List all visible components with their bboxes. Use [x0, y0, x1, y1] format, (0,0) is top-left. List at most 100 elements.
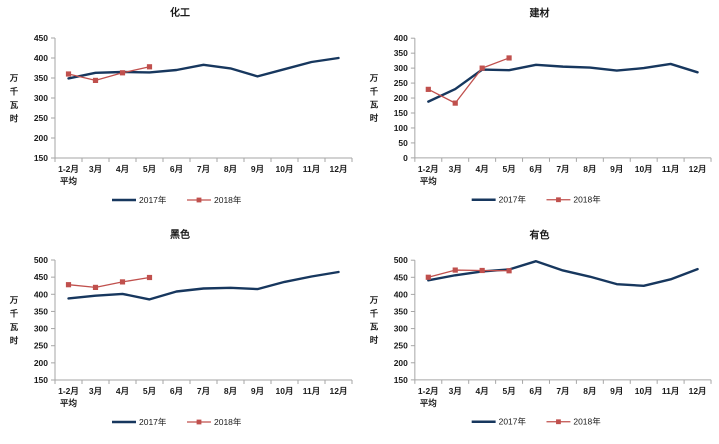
y-tick-label: 0	[403, 153, 408, 163]
y-tick-label: 250	[394, 341, 408, 351]
y-tick-label: 250	[394, 78, 408, 88]
x-tick-label: 4月	[116, 386, 129, 396]
legend-marker	[196, 197, 202, 203]
x-tick-label: 8月	[224, 164, 237, 174]
x-tick-label: 6月	[170, 164, 183, 174]
y-tick-label: 350	[34, 73, 48, 83]
x-tick-label: 7月	[197, 164, 210, 174]
x-tick-label: 1-2月	[418, 386, 439, 396]
y-tick-label: 200	[394, 93, 408, 103]
y-tick-label: 500	[34, 255, 48, 265]
legend-marker	[196, 419, 202, 425]
y-axis-title-char: 瓦	[10, 100, 19, 110]
y-tick-label: 200	[34, 358, 48, 368]
y-axis-title-char: 千	[370, 308, 379, 318]
y-tick-label: 350	[34, 306, 48, 316]
data-point-marker	[146, 274, 153, 281]
y-tick-label: 100	[394, 123, 408, 133]
data-point-marker	[479, 267, 485, 274]
data-point-marker	[119, 70, 126, 76]
legend-marker	[556, 197, 561, 203]
y-axis-title-char: 时	[10, 335, 19, 345]
chart-title: 有色	[530, 228, 550, 241]
x-tick-label: 11月	[303, 164, 321, 174]
x-tick-label: 6月	[529, 386, 542, 396]
chart-panel-jiancai: 建材万千瓦时 0 50 100 150 200 250 300 350 400 1-2月 平均 3月 4月…	[360, 0, 719, 222]
y-tick-label: 250	[34, 113, 48, 123]
data-point-marker	[119, 279, 126, 285]
x-tick-label: 5月	[143, 386, 156, 396]
x-tick-label: 9月	[251, 386, 264, 396]
legend-label-2017: 2017年	[139, 195, 167, 205]
y-tick-label: 400	[394, 33, 408, 43]
series-line-2018	[427, 57, 510, 104]
x-tick-label: 11月	[303, 386, 321, 396]
y-tick-label: 400	[394, 289, 408, 299]
data-point-marker	[506, 55, 512, 61]
data-point-marker	[479, 65, 485, 71]
y-axis-title-char: 瓦	[370, 100, 379, 110]
series-line-2018	[67, 276, 151, 289]
y-tick-label: 400	[34, 289, 48, 299]
x-tick-label: 3月	[89, 164, 102, 174]
series-line-2017	[427, 260, 699, 288]
chart-panel-huagong: 化工万千瓦时 150 200 250 300 350 400 450 1-2月 平均 3月 4月 5月 6…	[0, 0, 360, 222]
x-tick-label: 平均	[60, 176, 78, 186]
y-axis-title-char: 时	[370, 113, 379, 123]
x-tick-label: 10月	[635, 164, 653, 174]
x-tick-label: 8月	[583, 164, 596, 174]
y-axis-title-char: 千	[10, 86, 19, 96]
series-line-2017	[427, 62, 699, 103]
x-tick-label: 10月	[635, 386, 653, 396]
data-point-marker	[65, 71, 72, 77]
y-tick-label: 200	[394, 358, 408, 368]
y-tick-label: 350	[394, 48, 408, 58]
x-tick-label: 平均	[60, 398, 78, 408]
y-axis-title-char: 千	[10, 308, 19, 318]
x-tick-label: 7月	[556, 164, 569, 174]
y-tick-label: 300	[394, 63, 408, 73]
legend-label-2017: 2017年	[499, 417, 527, 427]
x-tick-label: 12月	[689, 386, 707, 396]
y-axis-title-char: 瓦	[370, 322, 379, 332]
x-tick-label: 3月	[449, 386, 462, 396]
y-tick-label: 250	[34, 341, 48, 351]
x-tick-label: 1-2月	[418, 164, 439, 174]
x-tick-label: 6月	[529, 164, 542, 174]
y-axis-title-char: 时	[370, 335, 379, 345]
x-tick-label: 10月	[276, 386, 294, 396]
legend-marker	[556, 419, 561, 425]
y-tick-label: 400	[34, 53, 48, 63]
series-line-2018	[427, 269, 510, 278]
x-tick-label: 8月	[224, 386, 237, 396]
y-tick-label: 450	[34, 33, 48, 43]
data-point-marker	[92, 77, 99, 83]
data-point-marker	[425, 274, 431, 280]
y-tick-label: 150	[394, 375, 408, 385]
x-tick-label: 1-2月	[58, 386, 79, 396]
x-tick-label: 4月	[476, 164, 489, 174]
data-point-marker	[452, 267, 458, 273]
x-tick-label: 12月	[689, 164, 707, 174]
y-tick-label: 150	[34, 153, 48, 163]
series-line-2017	[67, 270, 340, 301]
x-tick-label: 9月	[251, 164, 264, 174]
legend-label-2018: 2018年	[214, 417, 242, 427]
y-tick-label: 500	[394, 255, 408, 265]
y-tick-label: 200	[34, 133, 48, 143]
y-axis-title-char: 瓦	[10, 322, 19, 332]
data-point-marker	[65, 282, 72, 288]
y-axis-title-char: 万	[369, 295, 379, 305]
y-axis-title-char: 千	[370, 86, 379, 96]
legend-label-2017: 2017年	[139, 417, 167, 427]
y-tick-label: 450	[394, 272, 408, 282]
x-tick-label: 9月	[610, 386, 623, 396]
y-tick-label: 50	[398, 138, 408, 148]
x-tick-label: 1-2月	[58, 164, 79, 174]
legend-label-2018: 2018年	[573, 417, 601, 427]
y-tick-label: 350	[394, 306, 408, 316]
x-tick-label: 9月	[610, 164, 623, 174]
x-tick-label: 12月	[330, 164, 348, 174]
